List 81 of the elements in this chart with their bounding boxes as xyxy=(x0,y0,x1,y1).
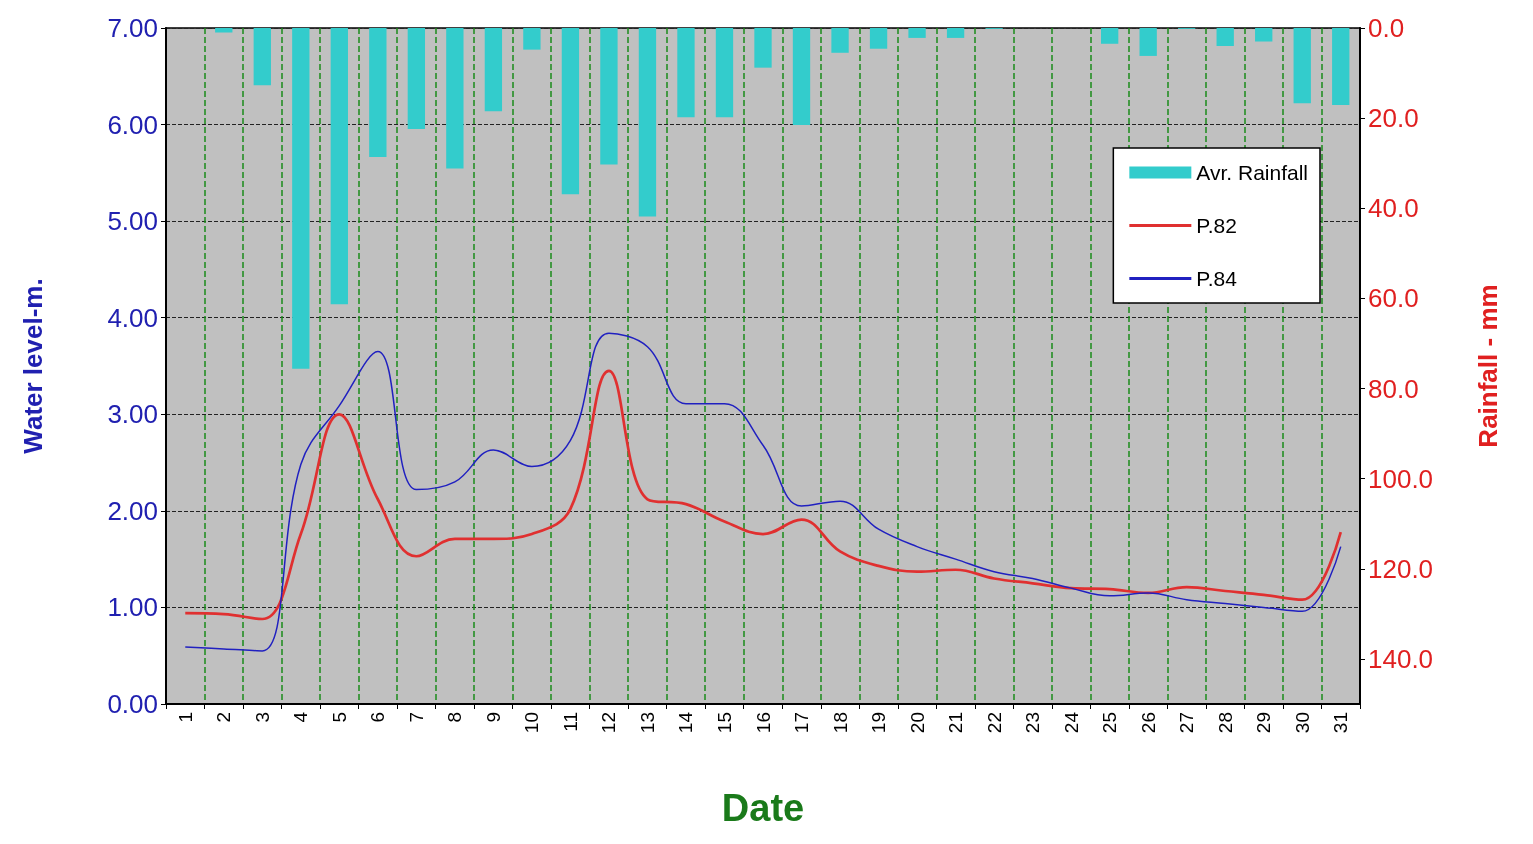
y2-axis-title: Rainfall - mm xyxy=(1473,284,1503,448)
y-tick-label: 1.00 xyxy=(107,592,158,623)
x-tick-label: 24 xyxy=(1060,711,1082,734)
y2-tick-label: 120.0 xyxy=(1368,553,1434,584)
x-tick-label: 10 xyxy=(521,712,543,734)
line-series xyxy=(183,369,1343,621)
x-tick-label: 14 xyxy=(675,711,697,734)
y-tick-label: 6.00 xyxy=(107,109,158,140)
x-tick-label: 16 xyxy=(752,712,774,734)
bar xyxy=(1139,28,1157,56)
x-tick-label: 20 xyxy=(906,712,928,734)
bar xyxy=(638,28,657,217)
bar xyxy=(407,28,426,129)
y2-tick-label: 40.0 xyxy=(1368,193,1419,224)
bar xyxy=(1255,28,1273,42)
x-tick-label: 30 xyxy=(1291,712,1313,734)
x-tick-label: 21 xyxy=(945,712,967,734)
x-tick-label: 4 xyxy=(290,711,312,723)
x-tick-label: 27 xyxy=(1176,712,1198,734)
bar xyxy=(369,28,387,157)
bar xyxy=(446,28,464,169)
y-tick-label: 3.00 xyxy=(107,399,158,430)
bar xyxy=(677,28,695,118)
y-tick-label: 4.00 xyxy=(107,302,158,333)
bar xyxy=(253,28,271,86)
bar xyxy=(561,28,580,195)
y-tick-label: 2.00 xyxy=(107,495,158,526)
x-tick-label: 25 xyxy=(1099,712,1121,734)
x-tick-label: 28 xyxy=(1214,712,1236,734)
bar xyxy=(1293,28,1311,104)
legend-label: Avr. Rainfall xyxy=(1196,161,1309,184)
x-tick-label: 31 xyxy=(1330,712,1352,734)
bar xyxy=(946,28,965,38)
line-series xyxy=(184,332,1342,652)
x-tick-label: 23 xyxy=(1022,712,1044,734)
bar xyxy=(600,28,618,165)
x-tick-label: 26 xyxy=(1137,712,1159,734)
bar xyxy=(523,28,541,50)
bar xyxy=(754,28,772,68)
x-tick-label: 29 xyxy=(1253,712,1275,734)
x-tick-label: 1 xyxy=(174,712,196,723)
x-tick-label: 22 xyxy=(983,712,1005,734)
legend-label: P.84 xyxy=(1196,267,1238,290)
x-tick-label: 8 xyxy=(444,712,466,723)
y2-tick-label: 100.0 xyxy=(1368,463,1434,494)
bar xyxy=(1216,28,1234,47)
y-tick-label: 5.00 xyxy=(107,206,158,237)
bar xyxy=(792,28,811,125)
x-tick-label: 13 xyxy=(636,712,658,734)
y2-tick-label: 20.0 xyxy=(1368,103,1419,134)
x-tick-label: 18 xyxy=(829,712,851,734)
x-tick-label: 2 xyxy=(213,712,235,723)
x-tick-label: 19 xyxy=(868,712,890,734)
bar xyxy=(908,28,926,38)
legend-label: P.82 xyxy=(1196,214,1237,237)
x-tick-label: 15 xyxy=(713,712,735,734)
x-tick-label: 12 xyxy=(598,712,620,734)
bar xyxy=(215,28,233,33)
bar xyxy=(715,28,734,118)
x-axis-title: Date xyxy=(721,787,805,829)
y-axis-title: Water level-m. xyxy=(18,278,48,454)
bar xyxy=(831,28,849,53)
x-tick-label: 11 xyxy=(559,712,581,732)
bar xyxy=(330,28,348,305)
bar xyxy=(484,28,503,112)
y2-tick-label: 60.0 xyxy=(1368,283,1419,314)
bar xyxy=(1100,28,1119,44)
y-tick-label: 0.00 xyxy=(107,689,158,719)
y-tick-label: 7.00 xyxy=(107,13,158,43)
x-tick-label: 5 xyxy=(328,712,350,723)
y2-tick-label: 80.0 xyxy=(1368,373,1419,404)
x-tick-label: 17 xyxy=(791,712,813,734)
y2-tick-label: 140.0 xyxy=(1368,643,1434,674)
x-tick-label: 7 xyxy=(405,712,427,723)
x-tick-label: 9 xyxy=(482,712,504,723)
bar xyxy=(292,28,310,369)
bar xyxy=(869,28,888,49)
x-tick-label: 6 xyxy=(367,712,389,723)
x-tick-label: 3 xyxy=(251,712,273,723)
y2-tick-label: 0.0 xyxy=(1368,13,1405,43)
bar xyxy=(1332,28,1350,106)
